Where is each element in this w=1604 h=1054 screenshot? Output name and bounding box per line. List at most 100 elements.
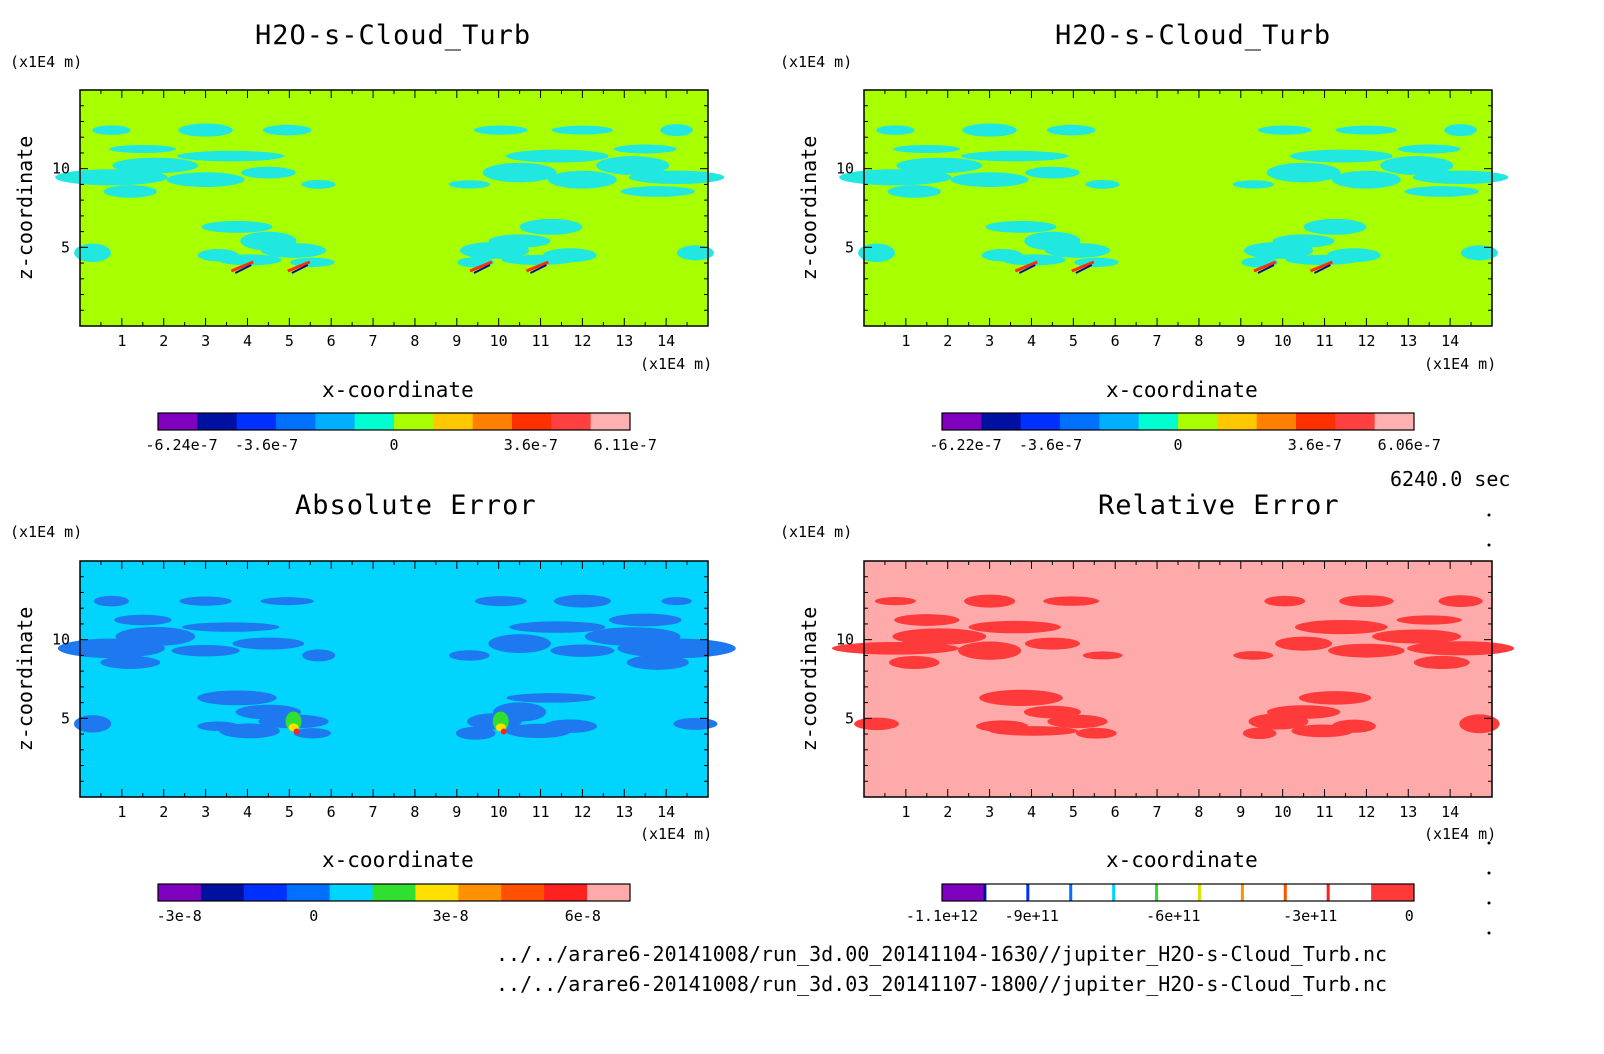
- x-axis-label: x-coordinate: [1106, 848, 1258, 872]
- colorbar-swatch: [1326, 884, 1330, 901]
- z-tick-label: 5: [845, 238, 854, 256]
- colorbar-swatch: [1069, 884, 1073, 901]
- contour-blob: [100, 656, 161, 669]
- colorbar-label: 3.6e-7: [504, 436, 558, 454]
- colorbar-swatch: [1285, 884, 1329, 901]
- x-tick-label: 1: [901, 803, 910, 821]
- contour-blob: [1248, 713, 1309, 730]
- contour-streak: [473, 264, 491, 274]
- contour-blob: [1407, 641, 1515, 656]
- marker-dot: [1487, 871, 1491, 875]
- contour-streak: [529, 264, 547, 274]
- x-tick-label: 9: [452, 803, 461, 821]
- colorbar-swatch: [286, 884, 331, 901]
- file-path-2: ../../arare6-20141008/run_3d.03_20141107…: [496, 972, 1388, 996]
- colorbar-swatch: [354, 413, 395, 430]
- z-unit-label: (x1E4 m): [10, 523, 83, 541]
- contour-blob: [1082, 651, 1123, 660]
- colorbar-swatch: [1099, 413, 1140, 430]
- x-tick-label: 13: [1399, 332, 1417, 350]
- colorbar-swatch: [587, 884, 631, 901]
- x-tick-label: 2: [943, 803, 952, 821]
- contour-blob: [197, 721, 240, 731]
- colorbar-swatch: [1217, 413, 1258, 430]
- contour-peak: [500, 728, 507, 735]
- contour-blob: [1294, 619, 1388, 635]
- contour-blob: [613, 144, 677, 154]
- contour-blob: [1289, 149, 1393, 163]
- colorbar-swatch: [433, 413, 474, 430]
- x-tick-label: 11: [1316, 332, 1334, 350]
- contour-blob: [301, 179, 336, 189]
- contour-blob: [620, 186, 695, 197]
- z-axis-label: z-coordinate: [797, 607, 821, 752]
- x-tick-label: 5: [1069, 332, 1078, 350]
- colorbar-label: 0: [389, 436, 398, 454]
- contour-blob: [896, 157, 983, 174]
- contour-blob: [887, 185, 941, 198]
- contour-blob: [1233, 651, 1274, 660]
- contour-blob: [962, 123, 1017, 137]
- colorbar-label: 0: [1173, 436, 1182, 454]
- colorbar-swatch: [1197, 884, 1201, 901]
- x-tick-label: 7: [1153, 803, 1162, 821]
- colorbar-swatch: [158, 884, 202, 901]
- contour-blob: [950, 172, 1029, 188]
- colorbar-swatch: [1138, 413, 1179, 430]
- contour-blob: [506, 693, 596, 703]
- colorbar-swatch: [197, 413, 238, 430]
- contour-streak: [1075, 264, 1093, 274]
- colorbar-swatch: [1199, 884, 1243, 901]
- plot-background: [864, 561, 1492, 797]
- panel-title: H2O-s-Cloud_Turb: [1055, 20, 1332, 51]
- colorbar-swatch: [1112, 884, 1116, 901]
- colorbar-swatch: [942, 413, 982, 430]
- contour-blob: [166, 172, 245, 188]
- colorbar: -6.24e-7 -3.6e-7 0 3.6e-7 6.11e-7: [145, 412, 657, 454]
- colorbar-swatch: [472, 413, 513, 430]
- x-tick-label: 12: [573, 332, 591, 350]
- colorbar-swatch: [200, 884, 245, 901]
- colorbar-swatch: [1374, 413, 1415, 430]
- colorbar-label: 0: [1405, 907, 1414, 925]
- x-tick-label: 14: [1441, 332, 1459, 350]
- contour-blob: [550, 644, 615, 657]
- contour-blob: [1459, 714, 1500, 734]
- contour-blob: [1243, 242, 1314, 259]
- contour-streak: [234, 264, 252, 274]
- x-tick-label: 13: [615, 332, 633, 350]
- contour-streak: [469, 260, 493, 273]
- x-tick-label: 8: [1194, 332, 1203, 350]
- contour-blob: [1380, 156, 1454, 175]
- contour-blob: [979, 689, 1063, 707]
- colorbar-label: 6.11e-7: [594, 436, 657, 454]
- contour-blob: [260, 243, 327, 258]
- colorbar-swatch: [1178, 413, 1218, 430]
- colorbar-swatch: [243, 884, 288, 901]
- z-axis-label: z-coordinate: [13, 136, 37, 281]
- colorbar-frame: [941, 883, 1415, 902]
- panel-title: Relative Error: [1098, 490, 1340, 521]
- z-unit-label: (x1E4 m): [10, 53, 83, 71]
- x-tick-label: 8: [410, 803, 419, 821]
- colorbar-label: 3.6e-7: [1288, 436, 1342, 454]
- contour-blob: [1404, 186, 1479, 197]
- colorbar-swatch: [1328, 884, 1372, 901]
- contour-blob: [584, 627, 681, 646]
- colorbar-label: -6.22e-7: [929, 436, 1001, 454]
- contour-blob: [74, 243, 111, 263]
- colorbar-swatch: [236, 413, 277, 430]
- contour-blob: [547, 170, 617, 189]
- z-tick-label: 10: [836, 160, 854, 178]
- contour-blob: [626, 655, 689, 670]
- contour-blob: [201, 220, 273, 233]
- contour-blob: [542, 719, 597, 733]
- z-tick-label: 5: [61, 709, 70, 727]
- colorbar-swatch: [942, 884, 986, 901]
- marker-dot: [1487, 841, 1491, 845]
- file-path-1: ../../arare6-20141008/run_3d.00_20141104…: [496, 942, 1388, 966]
- contour-blob: [93, 595, 129, 607]
